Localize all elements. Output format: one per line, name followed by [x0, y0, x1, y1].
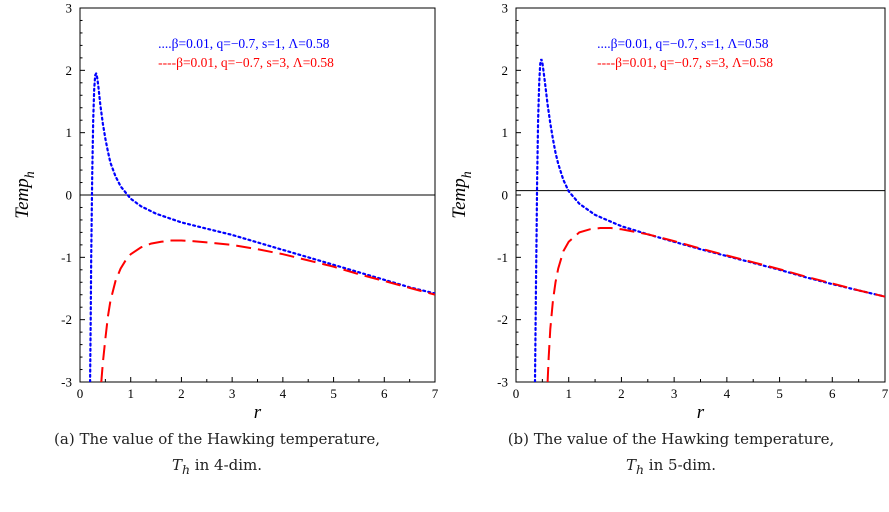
x-tick-label: 7: [432, 386, 439, 401]
x-tick-label: 2: [618, 386, 625, 401]
x-tick-label: 3: [229, 386, 236, 401]
x-tick-label: 0: [77, 386, 84, 401]
y-tick-label: 2: [502, 63, 509, 78]
series-line-2: [546, 227, 885, 382]
legend-entry-1: ....β=0.01, q=−0.7, s=1, Λ=0.58: [158, 36, 330, 51]
caption-b: (b) The value of the Hawking temperature…: [456, 426, 886, 483]
caption-a-text: (a) The value of the Hawking temperature…: [54, 430, 380, 448]
legend-entry-2: ----β=0.01, q=−0.7, s=3, Λ=0.58: [597, 55, 773, 70]
x-tick-label: 1: [127, 386, 134, 401]
series-line-1: [88, 70, 435, 382]
x-tick-label: 0: [513, 386, 520, 401]
y-tick-label: -1: [61, 250, 72, 265]
x-tick-label: 4: [724, 386, 731, 401]
x-axis-title: r: [697, 402, 705, 423]
y-tick-label: 1: [66, 125, 73, 140]
caption-b-sub: h: [635, 462, 645, 477]
x-tick-label: 6: [829, 386, 836, 401]
x-tick-label: 4: [280, 386, 287, 401]
y-tick-label: 0: [502, 188, 509, 203]
y-tick-label: 3: [502, 1, 509, 16]
x-tick-label: 5: [330, 386, 337, 401]
caption-a-suffix: in 4-dim.: [190, 456, 263, 474]
caption-a: (a) The value of the Hawking temperature…: [2, 426, 432, 483]
y-axis-title: Temph: [449, 171, 475, 218]
y-tick-label: 0: [66, 188, 73, 203]
x-tick-label: 7: [882, 386, 889, 401]
series-line-2: [100, 239, 435, 382]
caption-b-var: T: [625, 456, 636, 474]
y-tick-label: -3: [61, 375, 72, 390]
chart-panel-a: 0 1 2 3 4 5 6 7 3 2 1 0 -1 -2 -3 r Temph ....β=0.01, q=−0…: [12, 1, 439, 424]
caption-a-var: T: [171, 456, 182, 474]
caption-a-sub: h: [181, 462, 191, 477]
y-axis-title: Temph: [12, 171, 38, 218]
series-group: [533, 58, 885, 382]
y-tick-label: 2: [66, 63, 73, 78]
x-tick-label: 5: [776, 386, 783, 401]
legend-entry-1: ....β=0.01, q=−0.7, s=1, Λ=0.58: [597, 36, 769, 51]
x-tick-label: 3: [671, 386, 678, 401]
x-axis-title: r: [254, 402, 262, 423]
x-tick-label: 6: [381, 386, 388, 401]
chart-panel-b: 0 1 2 3 4 5 6 7 3 2 1 0 -1 -2 -3 r Temph ....β=0.01, q=−0…: [449, 1, 889, 424]
y-tick-label: -2: [61, 312, 72, 327]
x-tick-label: 2: [178, 386, 185, 401]
caption-b-text: (b) The value of the Hawking temperature…: [507, 430, 835, 448]
y-tick-label: -1: [497, 250, 508, 265]
y-tick-label: 3: [66, 1, 73, 16]
y-tick-label: 1: [502, 125, 509, 140]
series-group: [88, 70, 435, 382]
y-tick-label: -2: [497, 312, 508, 327]
x-tick-label: 1: [565, 386, 572, 401]
y-tick-label: -3: [497, 375, 508, 390]
caption-b-suffix: in 5-dim.: [644, 456, 717, 474]
legend-entry-2: ----β=0.01, q=−0.7, s=3, Λ=0.58: [158, 55, 334, 70]
series-line-1: [533, 58, 885, 382]
